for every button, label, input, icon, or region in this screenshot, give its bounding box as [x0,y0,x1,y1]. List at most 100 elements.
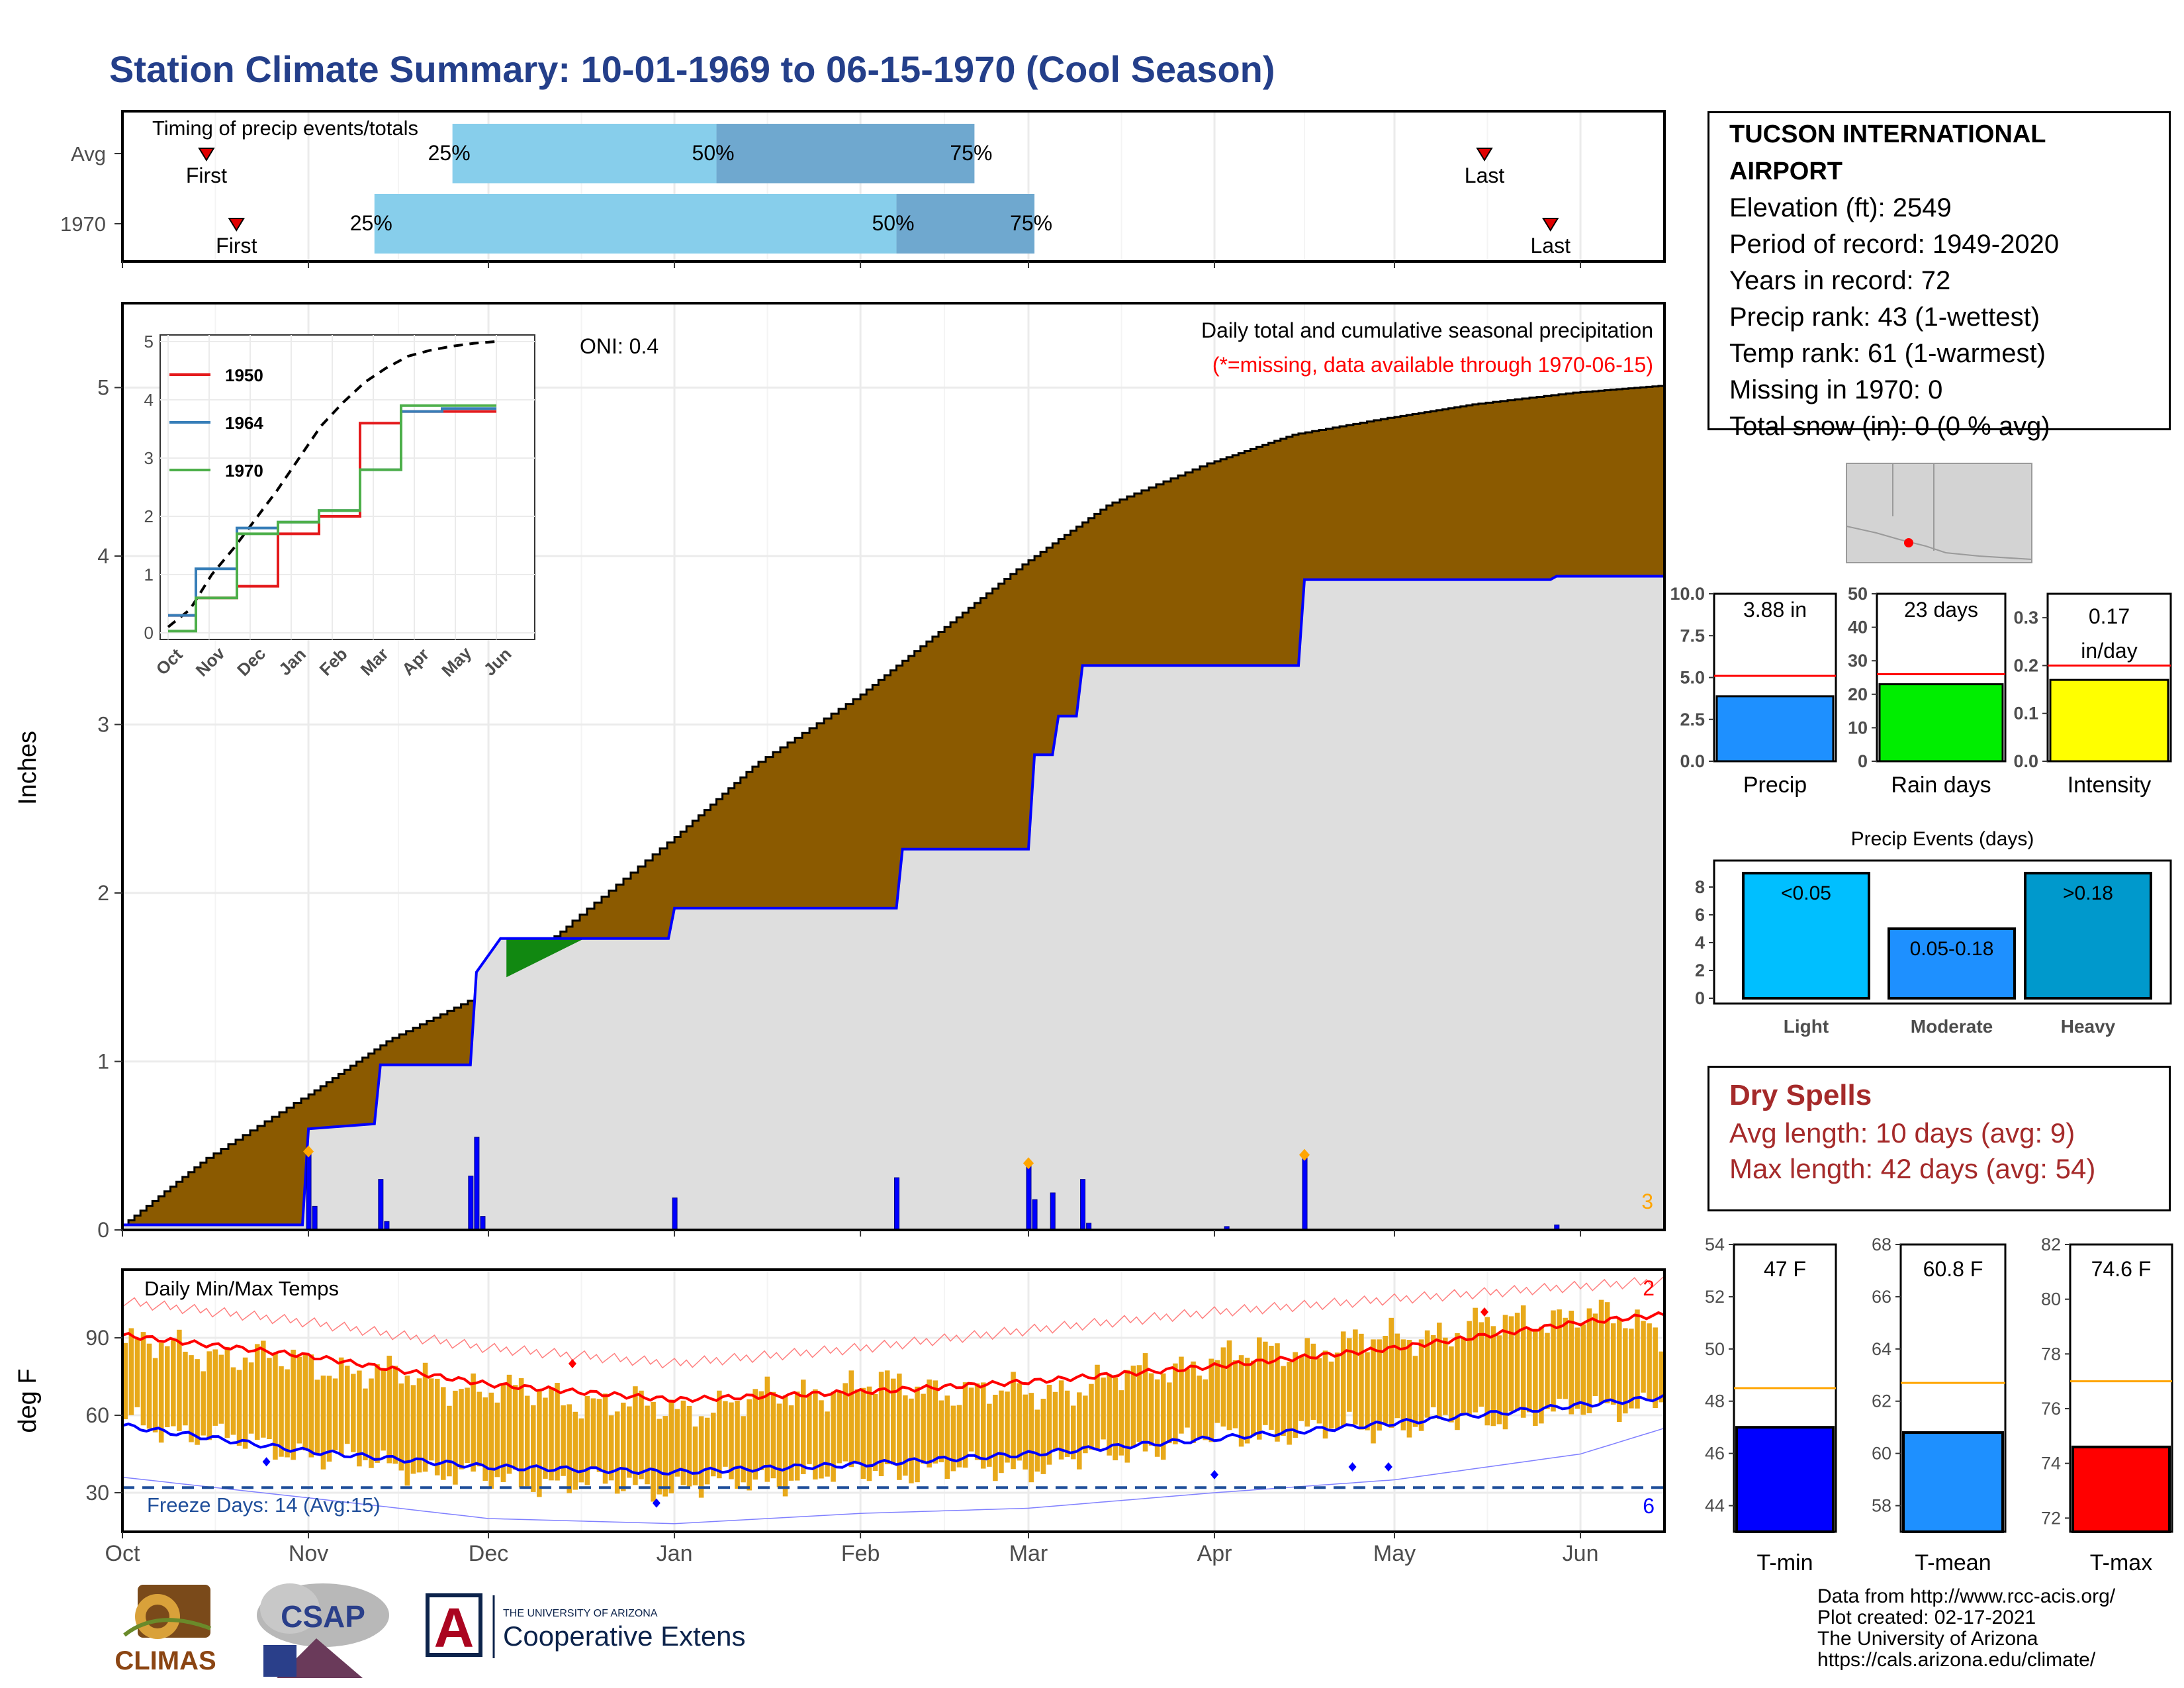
precip-legend-title: Daily total and cumulative seasonal prec… [1201,318,1653,342]
daily-temp-bar [1514,1313,1520,1411]
daily-temp-bar [1563,1317,1568,1399]
tmin-stat-y-tick: 50 [1705,1339,1725,1359]
daily-temp-bar [807,1393,812,1464]
temp-line [122,1427,1665,1524]
daily-temp-bar [1005,1391,1010,1463]
daily-temp-bar [224,1346,230,1438]
timing-title: Timing of precip events/totals [152,117,418,140]
surplus-area [506,938,585,978]
station-missing: Missing in 1970: 0 [1729,375,1943,404]
daily-temp-bar [788,1405,794,1481]
precip-y-tick: 0 [97,1218,109,1242]
daily-temp-bar [872,1394,878,1472]
daily-temp-bar [1179,1356,1184,1434]
daily-temp-bar [897,1374,902,1480]
heavy-event-marker [1023,1157,1034,1170]
daily-precip-bar [894,1177,900,1231]
daily-temp-bar [567,1404,572,1493]
record-low-marker [1210,1470,1219,1479]
month-label: Jun [1563,1541,1599,1566]
daily-temp-bar [1604,1302,1610,1403]
daily-temp-bar [1539,1327,1544,1424]
daily-temp-bar [1244,1358,1250,1444]
daily-temp-bar [1124,1370,1130,1463]
daily-temp-bar [1130,1365,1136,1448]
inset-series-line [168,404,496,633]
precip-y-tick: 2 [97,881,109,905]
precip-stat-label: Precip [1743,773,1807,798]
daily-temp-bar [729,1402,734,1479]
daily-temp-bar [999,1390,1004,1474]
precip-y-tick: 5 [97,376,109,400]
precip-events-y-tick: 6 [1695,905,1705,925]
intensity-stat-y-tick: 0.3 [2013,608,2038,628]
daily-temp-bar [596,1399,602,1472]
temp-y-tick: 60 [85,1403,109,1427]
precip-events-title: Precip Events (days) [1851,828,2034,850]
daily-temp-bar [1203,1379,1208,1440]
daily-temp-bar [212,1349,218,1426]
daily-precip-bar [306,1153,312,1231]
precip-event-category: Heavy [2061,1016,2116,1037]
daily-temp-bar [770,1391,776,1479]
daily-temp-bar [1028,1393,1034,1483]
inset-y-tick: 2 [144,506,154,526]
daily-temp-bar [1557,1309,1562,1399]
daily-temp-bar [657,1419,662,1495]
rain-days-stat-y-tick: 30 [1848,651,1868,671]
daily-temp-bar [267,1358,272,1439]
daily-temp-bar [1551,1310,1556,1412]
tmin-stat-y-tick: 52 [1705,1287,1725,1307]
daily-temp-bar [152,1358,158,1432]
daily-temp-bar [1616,1318,1622,1423]
daily-precip-bar [378,1179,384,1231]
daily-temp-bar [1365,1352,1370,1430]
daily-temp-bar [572,1411,578,1490]
tmax-stat-bar [2071,1445,2171,1534]
tmean-stat-y-tick: 64 [1872,1339,1891,1359]
daily-temp-bar [1185,1368,1190,1428]
daily-temp-bar [987,1403,992,1467]
record-low-marker [1348,1462,1357,1472]
credit-line: Data from http://www.rcc-acis.org/ [1817,1585,2116,1607]
daily-temp-bar [1083,1395,1088,1454]
daily-temp-bar [1574,1327,1580,1409]
temp-y-label: deg F [14,1368,42,1432]
daily-temp-bar [993,1394,998,1481]
daily-temp-bar [1461,1338,1466,1414]
daily-temp-bar [1353,1329,1358,1425]
daily-temp-bar [645,1405,650,1485]
university-logo: A THE UNIVERSITY OF ARIZONA Cooperative … [426,1593,747,1659]
daily-temp-bar [794,1391,800,1481]
precip-event-bar-label: >0.18 [2063,882,2113,904]
precip-event-category: Light [1784,1016,1829,1037]
daily-temp-bar [1250,1360,1256,1436]
daily-temp-bar [381,1369,386,1451]
daily-temp-bar [590,1398,596,1469]
dry-spells-max: Max length: 42 days (avg: 54) [1729,1153,2096,1184]
month-label: Feb [841,1541,880,1566]
temp-y-tick: 30 [85,1481,109,1505]
daily-temp-bar [825,1411,830,1477]
daily-temp-bar [357,1370,362,1467]
daily-temp-bar [1412,1356,1418,1427]
intensity-stat-value: 0.17 [2089,604,2130,628]
daily-temp-bar [909,1398,914,1483]
daily-temp-bar [608,1415,614,1481]
daily-precip-bar [474,1137,480,1231]
station-precip-rank: Precip rank: 43 (1-wettest) [1729,303,2040,332]
daily-temp-bar [549,1387,554,1481]
daily-temp-bar [320,1376,326,1470]
daily-temp-bar [854,1389,860,1462]
daily-temp-bar [158,1342,164,1443]
daily-temp-bar [584,1395,590,1485]
tmax-stat-y-tick: 80 [2041,1289,2061,1309]
daily-temp-bar [1479,1322,1484,1407]
inset-legend-label: 1950 [225,365,263,385]
missing-count: 3 [1641,1190,1653,1213]
daily-temp-bar [1490,1326,1496,1427]
daily-temp-bar [1070,1405,1076,1460]
daily-temp-bar [122,1342,128,1420]
station-location-marker [1904,538,1913,547]
daily-temp-bar [1058,1380,1064,1460]
